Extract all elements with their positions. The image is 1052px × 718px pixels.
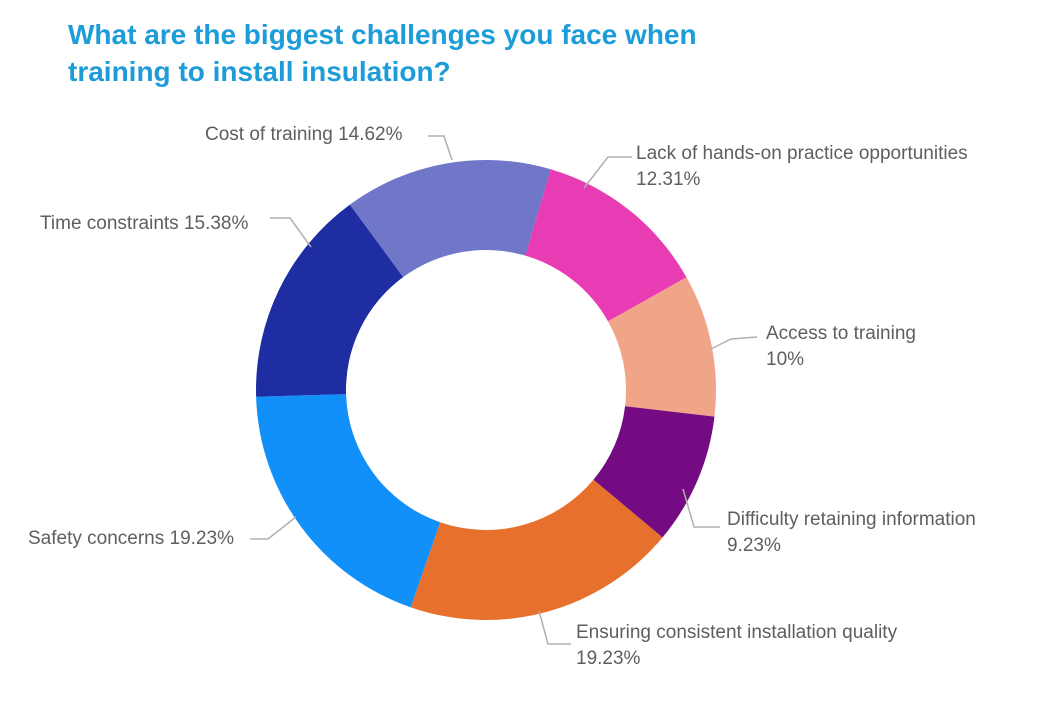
slice-label-text: Lack of hands-on practice opportunities — [636, 143, 968, 164]
chart-title: What are the biggest challenges you face… — [68, 16, 697, 90]
slice-label-value: 15.38% — [183, 213, 249, 234]
slice-label-text: Safety concerns — [28, 528, 165, 549]
slice-label-text: Difficulty retaining information — [727, 509, 976, 530]
slice-label-value: 14.62% — [338, 124, 403, 145]
slice-label-text: Ensuring consistent installation quality — [576, 622, 898, 643]
slice-label-ensuring-consistent-installation-quality: Ensuring consistent installation quality… — [576, 620, 897, 672]
leader-line-difficulty-retaining-information — [682, 488, 720, 528]
slice-label-text: Access to training — [766, 323, 916, 344]
slice-label-time-constraints: Time constraints 15.38% — [40, 211, 248, 237]
leader-line-ensuring-consistent-installation-quality — [538, 610, 571, 645]
slice-label-value: 12.31% — [636, 169, 701, 190]
donut-slice-lack-of-hands-on-practice-opportunities[interactable] — [525, 169, 687, 322]
slice-label-value: 10% — [766, 349, 805, 370]
slice-label-access-to-training: Access to training 10% — [766, 321, 916, 373]
donut-slice-difficulty-retaining-information[interactable] — [593, 406, 715, 538]
donut-slice-ensuring-consistent-installation-quality[interactable] — [410, 479, 663, 620]
leader-line-lack-of-hands-on-practice-opportunities — [583, 156, 632, 189]
slice-label-value: 19.23% — [169, 528, 234, 549]
leader-line-time-constraints — [270, 217, 312, 248]
slice-label-value: 9.23% — [727, 535, 781, 556]
leader-line-safety-concerns — [250, 516, 297, 540]
slice-label-lack-of-hands-on-practice-opportunities: Lack of hands-on practice opportunities 1… — [636, 141, 968, 193]
chart-title-line2: training to install insulation? — [68, 56, 451, 87]
leader-line-access-to-training — [710, 336, 758, 350]
slice-label-cost-of-training: Cost of training 14.62% — [205, 122, 403, 148]
donut-slice-safety-concerns[interactable] — [256, 394, 441, 608]
donut-slice-access-to-training[interactable] — [608, 277, 716, 417]
slice-label-text: Cost of training — [205, 124, 333, 145]
leader-line-cost-of-training — [428, 135, 453, 161]
chart-title-line1: What are the biggest challenges you face… — [68, 19, 697, 50]
slice-label-text: Time constraints — [40, 213, 179, 234]
slice-label-difficulty-retaining-information: Difficulty retaining information 9.23% — [727, 507, 976, 559]
donut-slice-cost-of-training[interactable] — [349, 160, 551, 278]
donut-slice-time-constraints[interactable] — [256, 204, 404, 397]
slice-label-value: 19.23% — [576, 648, 641, 669]
slice-label-safety-concerns: Safety concerns 19.23% — [28, 526, 234, 552]
